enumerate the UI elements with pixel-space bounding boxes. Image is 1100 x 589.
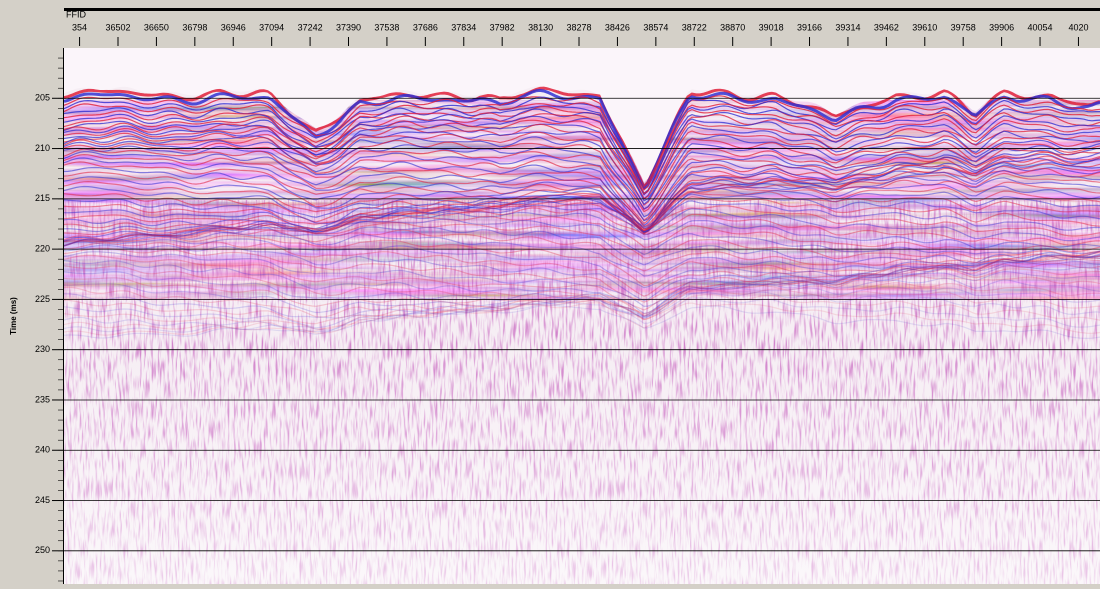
x-tick-label: 40054 [1028, 22, 1053, 32]
x-tick-label: 36798 [182, 22, 207, 32]
y-tick-label: 245 [35, 495, 50, 505]
y-tick-label: 230 [35, 344, 50, 354]
x-tick-label: 36946 [221, 22, 246, 32]
x-tick-label: 39906 [989, 22, 1014, 32]
x-tick-label: 39166 [797, 22, 822, 32]
y-axis-label: Time (ms) [9, 297, 18, 335]
x-tick-label: 37094 [259, 22, 284, 32]
y-tick-label: 235 [35, 394, 50, 404]
x-tick-label: 39610 [912, 22, 937, 32]
x-axis-label: FFID [66, 9, 86, 19]
x-tick-label: 354 [72, 22, 87, 32]
x-tick-label: 37834 [451, 22, 476, 32]
y-tick-label: 250 [35, 545, 50, 555]
y-tick-label: 210 [35, 143, 50, 153]
y-tick-label: 205 [35, 93, 50, 103]
y-tick-label: 215 [35, 193, 50, 203]
x-tick-label: 38130 [528, 22, 553, 32]
x-tick-label: 37390 [336, 22, 361, 32]
x-tick-label: 36502 [105, 22, 130, 32]
top-border [64, 8, 1100, 11]
grid [64, 97, 1100, 552]
y-tick-label: 220 [35, 244, 50, 254]
x-tick-label: 38870 [720, 22, 745, 32]
y-tick-label: 240 [35, 445, 50, 455]
x-tick-label: 39758 [951, 22, 976, 32]
x-tick-label: 39314 [835, 22, 860, 32]
x-tick-label: 37686 [413, 22, 438, 32]
x-tick-label: 37538 [374, 22, 399, 32]
y-tick-label: 225 [35, 294, 50, 304]
x-tick-label: 37982 [490, 22, 515, 32]
x-tick-label: 38426 [605, 22, 630, 32]
x-tick-label: 38722 [682, 22, 707, 32]
x-tick-label: 4020 [1068, 22, 1088, 32]
x-tick-label: 37242 [298, 22, 323, 32]
fade [64, 48, 1100, 584]
x-tick-label: 39462 [874, 22, 899, 32]
x-tick-label: 39018 [759, 22, 784, 32]
x-tick-label: 38278 [566, 22, 591, 32]
seismic-image [64, 48, 1100, 584]
x-tick-label: 38574 [643, 22, 668, 32]
x-tick-label: 36650 [144, 22, 169, 32]
